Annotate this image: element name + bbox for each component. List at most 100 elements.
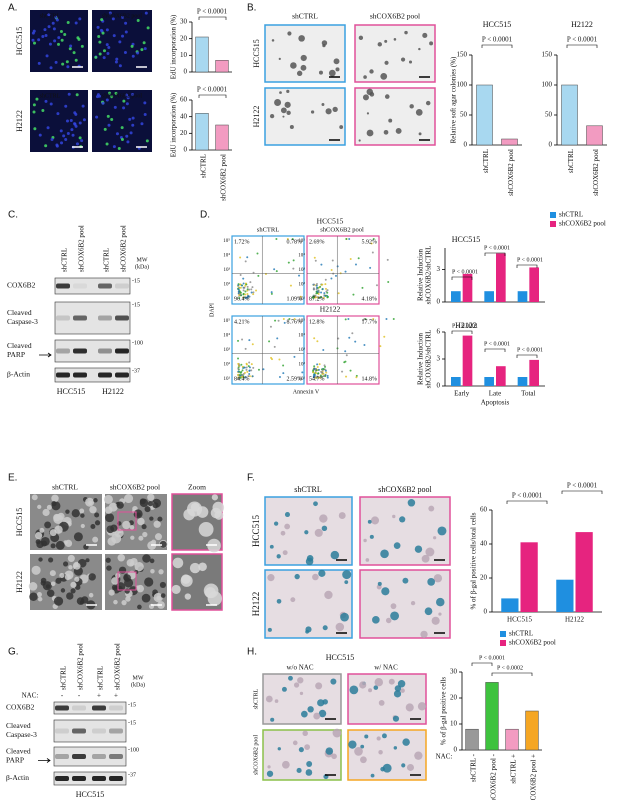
event bbox=[270, 292, 273, 295]
cell bbox=[358, 35, 364, 41]
event bbox=[278, 358, 281, 361]
bar bbox=[195, 113, 209, 151]
y-tick-label: 30 bbox=[450, 668, 458, 676]
event bbox=[315, 288, 318, 291]
cell bbox=[114, 91, 118, 95]
cell bbox=[314, 528, 323, 537]
p-value: P < 0.0001 bbox=[567, 482, 598, 490]
cell bbox=[70, 128, 74, 132]
mw-marker: -15 bbox=[132, 302, 140, 308]
cell bbox=[422, 32, 428, 39]
cell bbox=[325, 747, 334, 755]
event bbox=[246, 256, 249, 259]
cell bbox=[406, 763, 414, 771]
cell bbox=[67, 92, 71, 96]
cell bbox=[280, 530, 286, 536]
cell bbox=[122, 106, 126, 110]
cell bbox=[75, 93, 79, 97]
cell bbox=[369, 534, 374, 539]
cell bbox=[310, 110, 315, 114]
cell bbox=[88, 592, 94, 598]
bar bbox=[496, 366, 506, 386]
chart-title: HCC515 bbox=[483, 20, 511, 29]
y-tick-label: 0 bbox=[184, 146, 188, 154]
event bbox=[320, 263, 323, 266]
cell bbox=[72, 51, 76, 55]
cell bbox=[338, 512, 346, 520]
cell bbox=[414, 751, 423, 760]
cell bbox=[125, 93, 129, 97]
event bbox=[336, 265, 339, 268]
x-tick-label: shCOX6B2 pool bbox=[220, 154, 228, 201]
event bbox=[239, 286, 242, 289]
cell bbox=[409, 104, 414, 109]
cell bbox=[94, 512, 100, 518]
cell bbox=[121, 600, 127, 606]
cell bbox=[125, 596, 131, 602]
event bbox=[392, 318, 395, 320]
cell bbox=[288, 675, 293, 681]
event bbox=[317, 293, 320, 296]
x-tick-label: shCOX6B2 pool + bbox=[530, 754, 538, 800]
cell bbox=[149, 516, 154, 521]
y-tick-label: 20 bbox=[480, 574, 488, 582]
x-tick-label: shCOX6B2 pool bbox=[507, 149, 515, 196]
cell bbox=[392, 514, 396, 519]
cell bbox=[105, 98, 109, 102]
cell bbox=[429, 41, 434, 46]
mw-marker: -100 bbox=[132, 340, 143, 346]
cell bbox=[55, 577, 62, 584]
cell bbox=[284, 511, 290, 518]
cell bbox=[368, 688, 373, 693]
cell bbox=[106, 525, 115, 534]
event bbox=[274, 319, 277, 322]
legend-swatch bbox=[550, 221, 556, 227]
cell bbox=[118, 40, 122, 44]
event bbox=[322, 348, 325, 351]
event bbox=[326, 376, 329, 379]
cell bbox=[120, 126, 124, 130]
event bbox=[251, 343, 254, 346]
cell bbox=[80, 44, 84, 48]
y-axis-label: Relative Induction bbox=[417, 333, 425, 385]
cell bbox=[267, 627, 272, 632]
cell-line-label: H2122 bbox=[102, 387, 124, 396]
event bbox=[316, 363, 319, 366]
x-tick-label: H2122 bbox=[565, 616, 585, 624]
column-label: shCOX6B2 pool bbox=[320, 226, 364, 233]
cell bbox=[53, 596, 64, 606]
event bbox=[249, 281, 252, 284]
event bbox=[363, 344, 366, 347]
cell bbox=[186, 501, 203, 517]
cell bbox=[438, 612, 442, 616]
event bbox=[317, 372, 320, 375]
event bbox=[273, 268, 276, 271]
cell bbox=[31, 565, 41, 575]
event bbox=[317, 289, 320, 292]
quadrant-value: 1.09% bbox=[287, 296, 303, 302]
mw-marker: -15 bbox=[128, 702, 136, 708]
protein-label: Caspase-3 bbox=[7, 317, 38, 326]
x-tick-label: HCC515 bbox=[507, 616, 532, 624]
cell bbox=[46, 126, 50, 130]
event bbox=[240, 363, 243, 366]
flow-tick-label: 10⁴ bbox=[223, 253, 230, 259]
cell bbox=[366, 112, 370, 115]
cell bbox=[66, 131, 70, 135]
cell bbox=[394, 685, 402, 692]
cell bbox=[151, 539, 157, 545]
band bbox=[73, 348, 87, 354]
y-tick-label: 0 bbox=[484, 608, 488, 616]
cell bbox=[335, 622, 345, 632]
cell bbox=[372, 616, 380, 624]
cell bbox=[363, 75, 367, 79]
cell bbox=[51, 501, 57, 507]
bracket bbox=[198, 16, 227, 20]
cell bbox=[105, 557, 111, 563]
cell bbox=[374, 677, 384, 687]
cell bbox=[397, 679, 406, 688]
x-tick-label: Early bbox=[454, 390, 470, 398]
cell bbox=[38, 133, 42, 137]
cell bbox=[78, 17, 82, 21]
y-tick-label: 3 bbox=[437, 355, 441, 363]
